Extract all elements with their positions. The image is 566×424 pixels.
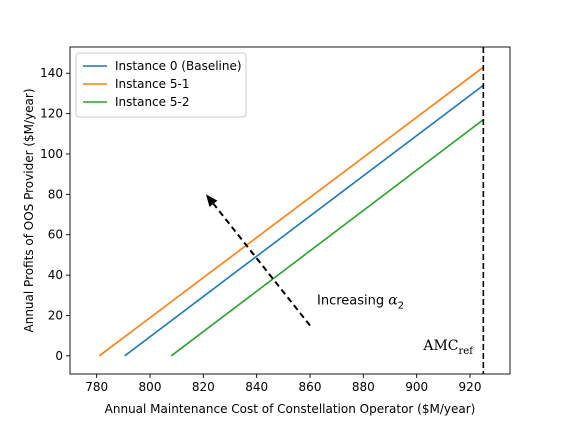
x-tick-label: 800 <box>139 380 162 394</box>
annotation-label: Increasing α2 <box>317 293 404 312</box>
plot-area-frame <box>69 46 511 375</box>
y-axis-label: Annual Profits of OOS Provider ($M/year) <box>22 89 36 333</box>
legend-label-1: Instance 5-1 <box>115 77 189 91</box>
y-tick-label: 80 <box>48 187 63 201</box>
x-tick-label: 840 <box>245 380 268 394</box>
annotation-arrow-shaft <box>212 203 311 327</box>
legend: Instance 0 (Baseline) Instance 5-1 Instanc… <box>75 52 247 118</box>
y-axis-ticks: 0 20 40 60 80 100 120 140 <box>40 66 70 363</box>
x-tick-label: 780 <box>85 380 108 394</box>
x-axis-ticks: 780 800 820 840 860 880 900 920 <box>85 374 481 394</box>
y-tick-label: 40 <box>48 268 63 282</box>
x-tick-label: 880 <box>352 380 375 394</box>
legend-label-0: Instance 0 (Baseline) <box>115 59 242 73</box>
annotation-arrow-head <box>206 194 218 207</box>
x-tick-label: 820 <box>192 380 215 394</box>
x-tick-label: 900 <box>405 380 428 394</box>
series-line-0 <box>124 84 484 357</box>
reference-line-label: AMCref <box>422 338 474 357</box>
y-tick-label: 120 <box>40 107 63 121</box>
reference-line-label-subscript: ref <box>459 346 475 357</box>
x-tick-label: 860 <box>299 380 322 394</box>
x-tick-label: 920 <box>459 380 482 394</box>
y-tick-label: 100 <box>40 147 63 161</box>
legend-box <box>75 52 247 118</box>
y-tick-label: 20 <box>48 308 63 322</box>
annotation-layer: Increasing α2 <box>206 194 404 327</box>
y-tick-label: 140 <box>40 66 63 80</box>
series-line-2 <box>170 119 484 357</box>
annotation-label-symbol: α <box>388 293 398 309</box>
series-layer <box>98 66 484 357</box>
y-tick-label: 60 <box>48 228 63 242</box>
series-line-1 <box>98 66 484 357</box>
x-axis-label: Annual Maintenance Cost of Constellation… <box>105 402 476 416</box>
reference-layer: AMCref <box>422 47 485 374</box>
legend-label-2: Instance 5-2 <box>115 95 189 109</box>
annotation-label-subscript: 2 <box>398 301 404 312</box>
y-tick-label: 0 <box>55 349 63 363</box>
